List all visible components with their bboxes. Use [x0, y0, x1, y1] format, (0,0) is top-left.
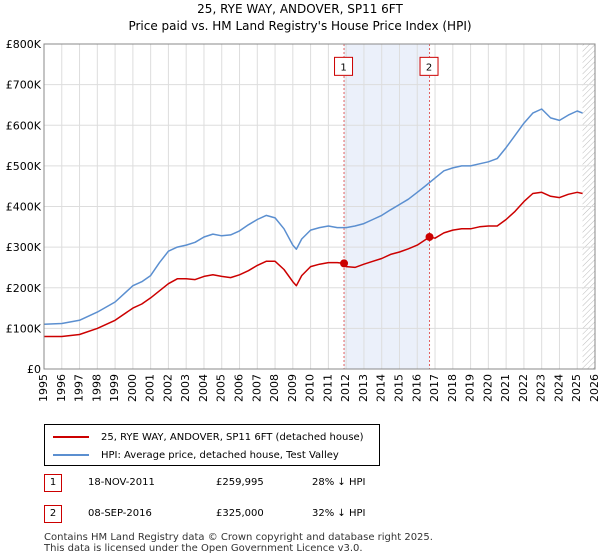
x-tick-label: 1996 [55, 374, 68, 402]
transaction-hpi: 28% ↓ HPI [312, 477, 366, 488]
x-tick-label: 2018 [446, 374, 459, 402]
sale-label-box [334, 56, 354, 76]
x-tick-label: 1997 [73, 374, 86, 402]
x-tick-label: 2015 [392, 374, 405, 402]
x-tick-label: 2006 [233, 374, 246, 402]
y-tick-label: £800K [6, 38, 42, 51]
x-tick-label: 2008 [268, 374, 281, 402]
x-tick-label: 1999 [108, 374, 121, 402]
y-tick-label: £100K [6, 322, 42, 335]
x-tick-label: 2023 [535, 374, 548, 402]
legend-line-blue [53, 454, 89, 456]
sale-label: 2 [426, 62, 432, 73]
x-tick-label: 2019 [464, 374, 477, 402]
x-tick-label: 1995 [37, 374, 50, 402]
x-tick-label: 2004 [197, 374, 210, 402]
x-tick-label: 2012 [339, 374, 352, 402]
x-tick-label: 2020 [481, 374, 494, 402]
transaction-date: 18-NOV-2011 [88, 477, 155, 488]
x-tick-label: 2007 [250, 374, 263, 402]
y-tick-label: £300K [6, 241, 42, 254]
x-tick-label: 2021 [499, 374, 512, 402]
y-tick-label: £400K [6, 201, 42, 214]
legend-label-property: 25, RYE WAY, ANDOVER, SP11 6FT (detached… [101, 431, 364, 443]
legend-label-hpi: HPI: Average price, detached house, Test… [101, 449, 339, 461]
x-tick-label: 2001 [144, 374, 157, 402]
legend: 25, RYE WAY, ANDOVER, SP11 6FT (detached… [44, 424, 380, 466]
x-tick-label: 2009 [286, 374, 299, 402]
y-tick-label: £500K [6, 160, 42, 173]
legend-line-red [53, 436, 89, 438]
x-tick-label: 1998 [90, 374, 103, 402]
sale-point [425, 232, 434, 241]
y-tick-label: £700K [6, 79, 42, 92]
x-tick-label: 2011 [321, 374, 334, 402]
transaction-price: £259,995 [216, 477, 264, 488]
chart-subtitle: Price paid vs. HM Land Registry's House … [128, 19, 472, 33]
footer-copyright: Contains HM Land Registry data © Crown c… [44, 532, 433, 543]
x-tick-label: 2017 [428, 374, 441, 402]
series-line [43, 108, 583, 326]
x-tick-label: 2025 [570, 374, 583, 402]
transaction-price: £325,000 [216, 508, 264, 519]
sale-label: 1 [340, 62, 346, 73]
x-tick-label: 2010 [304, 374, 317, 402]
footer-licence: This data is licensed under the Open Gov… [44, 543, 363, 554]
x-tick-label: 2024 [552, 374, 565, 402]
x-tick-label: 2003 [179, 374, 192, 402]
y-tick-label: £200K [6, 282, 42, 295]
x-tick-label: 2014 [375, 374, 388, 402]
plot-border [43, 43, 596, 370]
x-tick-label: 2013 [357, 374, 370, 402]
price-chart: £0 £100K £200K £300K £400K £500K £600K £700K £80… [6, 38, 600, 402]
legend-item-hpi: HPI: Average price, detached house, Test… [53, 448, 339, 462]
x-tick-label: 2002 [161, 374, 174, 402]
sale-label-box [419, 56, 439, 76]
legend-item-property: 25, RYE WAY, ANDOVER, SP11 6FT (detached… [53, 430, 364, 444]
chart-title: 25, RYE WAY, ANDOVER, SP11 6FT [197, 2, 403, 16]
x-tick-label: 2005 [215, 374, 228, 402]
transaction-badge: 2 [44, 505, 62, 523]
y-tick-label: £0 [27, 363, 41, 376]
x-tick-label: 2022 [517, 374, 530, 402]
transaction-date: 08-SEP-2016 [88, 508, 152, 519]
x-tick-label: 2026 [588, 374, 600, 402]
x-tick-label: 2016 [410, 374, 423, 402]
transaction-badge: 1 [44, 474, 62, 492]
sale-point [340, 259, 349, 268]
transaction-hpi: 32% ↓ HPI [312, 508, 366, 519]
y-tick-label: £600K [6, 119, 42, 132]
x-tick-label: 2000 [126, 374, 139, 402]
